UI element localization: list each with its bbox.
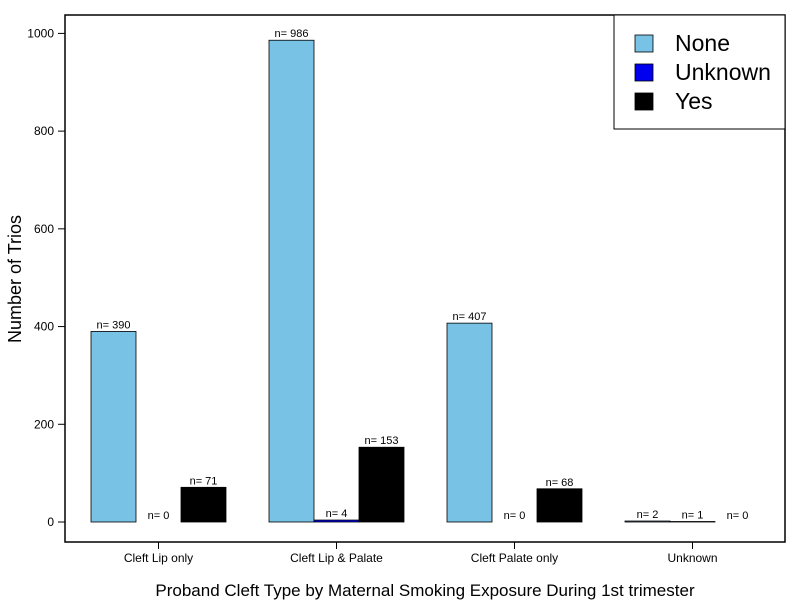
bar — [446, 322, 493, 523]
x-tick-label: Cleft Lip only — [124, 551, 193, 565]
y-axis: 0 200 400 600 800 1000 — [27, 26, 65, 529]
bar-label: n= 390 — [97, 319, 131, 331]
x-tick-label: Unknown — [667, 551, 717, 565]
bar-labels: n= 390 n= 986 n= 407 n= 2 n= 0 n= 4 n= 0 n= 1 n=… — [97, 28, 749, 522]
bar-label: n= 407 — [453, 311, 487, 323]
bar-label: n= 2 — [637, 509, 659, 521]
bar-label: n= 1 — [682, 510, 704, 522]
legend-label: Yes — [675, 88, 713, 114]
bar — [268, 39, 315, 523]
legend-label: None — [675, 30, 730, 56]
y-tick-label: 800 — [34, 124, 54, 138]
bar-label: n= 0 — [727, 510, 749, 522]
x-axis-title: Proband Cleft Type by Maternal Smoking E… — [155, 581, 695, 600]
x-axis: Cleft Lip only Cleft Lip & Palate Cleft Pa… — [124, 542, 718, 565]
legend-label: Unknown — [675, 59, 771, 85]
plot-frame — [64, 14, 786, 543]
x-tick-label: Cleft Lip & Palate — [290, 551, 383, 565]
bars — [90, 39, 716, 523]
legend: None Unknown Yes — [613, 14, 786, 130]
bar-label: n= 68 — [546, 477, 574, 489]
bar-label: n= 71 — [190, 475, 218, 487]
y-tick-label: 400 — [34, 320, 54, 334]
legend-swatch — [634, 63, 654, 82]
y-tick-label: 200 — [34, 417, 54, 431]
bar-label: n= 0 — [148, 510, 170, 522]
bar — [624, 520, 671, 523]
bar-label: n= 0 — [504, 510, 526, 522]
legend-swatch — [634, 34, 654, 53]
y-tick-label: 0 — [47, 515, 54, 529]
bar-label: n= 4 — [326, 508, 348, 520]
y-tick-label: 600 — [34, 222, 54, 236]
bar-label: n= 153 — [365, 435, 399, 447]
bar — [180, 486, 227, 523]
bar — [313, 519, 360, 523]
x-tick-label: Cleft Palate only — [471, 551, 558, 565]
legend-swatch — [634, 92, 654, 111]
bar — [90, 331, 137, 523]
bar — [358, 446, 405, 523]
y-tick-label: 1000 — [27, 26, 54, 40]
y-axis-title: Number of Trios — [5, 215, 25, 343]
bar — [536, 488, 583, 523]
bar-label: n= 986 — [275, 28, 309, 40]
